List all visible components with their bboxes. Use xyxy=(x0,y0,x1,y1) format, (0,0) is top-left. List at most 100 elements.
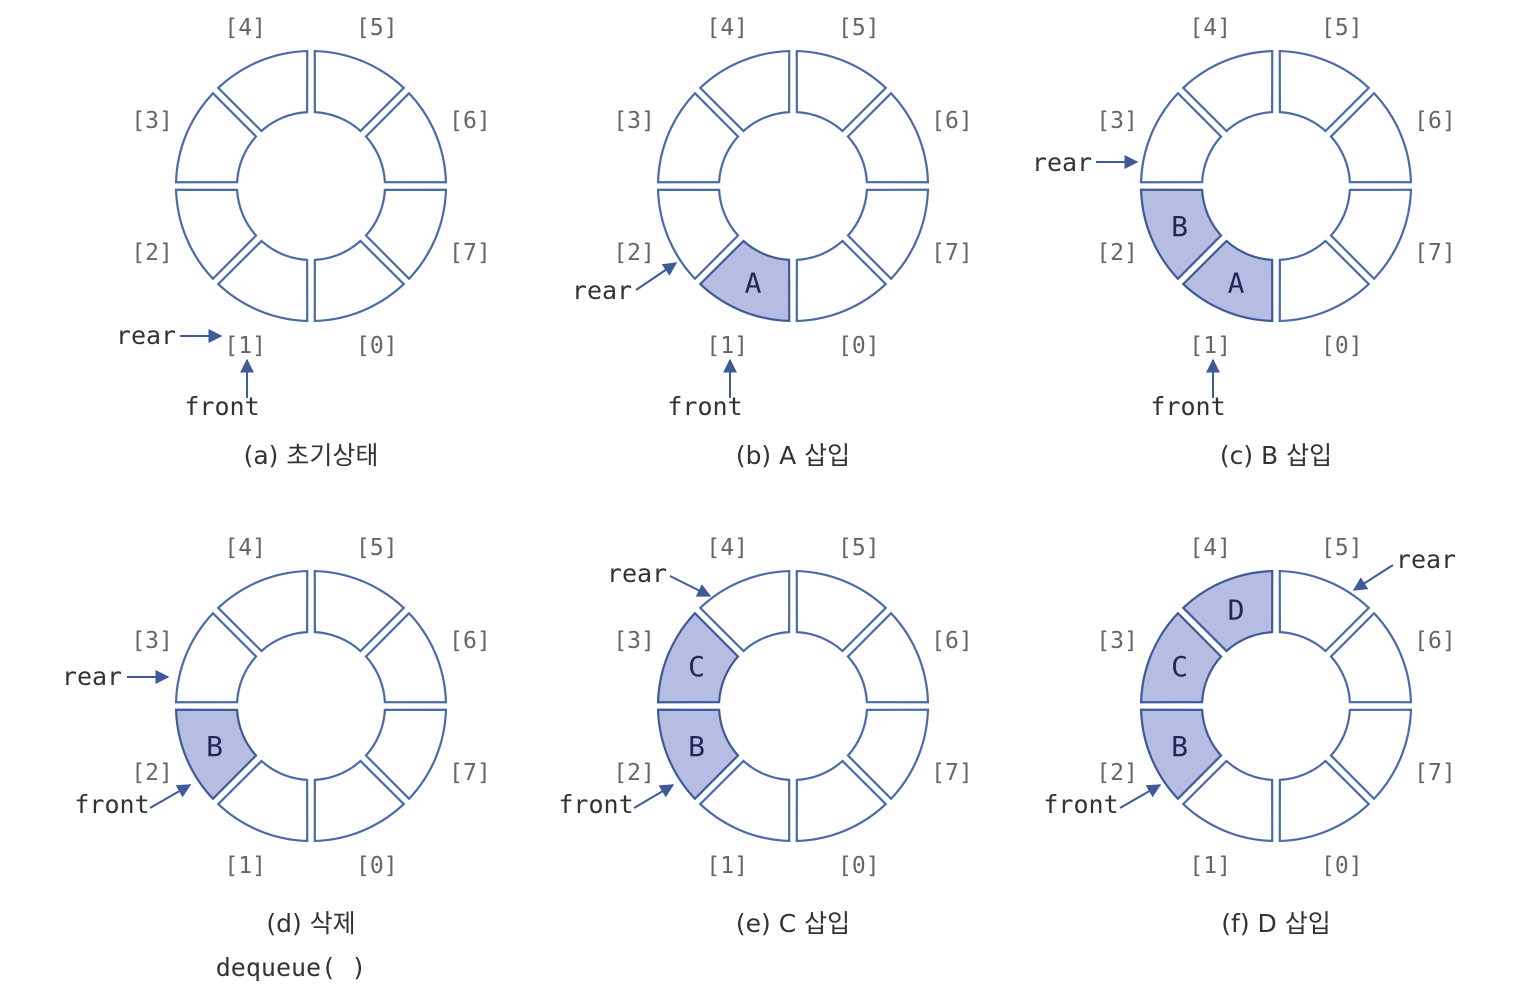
cell-value: B xyxy=(1171,730,1188,763)
rear-pointer-arrow xyxy=(1352,564,1394,591)
queue-cell-7 xyxy=(846,708,930,801)
cell-value: B xyxy=(1171,210,1188,243)
queue-cell-3 xyxy=(174,91,258,184)
queue-cell-7 xyxy=(846,188,930,281)
cell-index-label: [5] xyxy=(356,535,398,561)
front-pointer-label: front xyxy=(1043,790,1118,819)
queue-cell-2 xyxy=(1139,708,1223,801)
queue-cell-2 xyxy=(656,188,740,281)
cell-index-label: [7] xyxy=(931,760,973,786)
cell-index-label: [2] xyxy=(1096,240,1138,266)
queue-cell-0 xyxy=(795,239,888,323)
rear-pointer-arrow xyxy=(635,262,678,291)
cell-index-label: [4] xyxy=(224,535,266,561)
queue-cell-0 xyxy=(313,239,406,323)
cell-index-label: [3] xyxy=(1096,628,1138,654)
queue-cell-3 xyxy=(656,611,740,704)
queue-cell-2 xyxy=(656,708,740,801)
queue-cell-2 xyxy=(174,708,258,801)
cell-index-label: [2] xyxy=(131,240,173,266)
cell-index-label: [4] xyxy=(1189,15,1231,41)
queue-cell-4 xyxy=(698,49,791,133)
cell-index-label: [5] xyxy=(1321,535,1363,561)
cell-index-label: [6] xyxy=(449,628,491,654)
rear-pointer-label: rear xyxy=(572,276,632,305)
panel-caption: (f) D 삽입 xyxy=(1221,909,1330,938)
cell-index-label: [0] xyxy=(1321,853,1363,879)
queue-cell-7 xyxy=(364,708,448,801)
front-pointer-arrow xyxy=(149,784,192,809)
panel-caption: (d) 삭제 xyxy=(266,909,355,938)
queue-cell-5 xyxy=(795,49,888,133)
queue-cell-0 xyxy=(795,759,888,843)
operation-note: dequeue( ) xyxy=(216,953,367,982)
cell-value: B xyxy=(206,730,223,763)
queue-cell-7 xyxy=(1329,188,1413,281)
cell-index-label: [5] xyxy=(838,535,880,561)
queue-cell-0 xyxy=(313,759,406,843)
queue-cell-3 xyxy=(174,611,258,704)
queue-cell-7 xyxy=(364,188,448,281)
queue-cell-1 xyxy=(698,759,791,843)
cell-index-label: [1] xyxy=(706,333,748,359)
cell-index-label: [1] xyxy=(224,333,266,359)
cell-index-label: [0] xyxy=(838,853,880,879)
front-pointer-label: front xyxy=(184,392,259,421)
panel-caption: (a) 초기상태 xyxy=(244,441,379,470)
front-pointer-arrow xyxy=(1119,784,1162,809)
panel-caption: (e) C 삽입 xyxy=(736,909,850,938)
cell-index-label: [2] xyxy=(613,240,655,266)
front-pointer-label: front xyxy=(74,790,149,819)
cell-index-label: [4] xyxy=(706,15,748,41)
cell-index-label: [3] xyxy=(613,628,655,654)
queue-panel-e: B C [0] [1] [2] [3] [4] [5] [6] [7] front rear (e) C… xyxy=(558,535,972,938)
cell-index-label: [7] xyxy=(931,240,973,266)
rear-pointer-label: rear xyxy=(1032,148,1092,177)
queue-panel-a: [0] [1] [2] [3] [4] [5] [6] [7] front rear (a) 초기상… xyxy=(116,15,491,470)
queue-panel-c: A B [0] [1] [2] [3] [4] [5] [6] [7] front rear (c) B… xyxy=(1032,15,1456,470)
cell-index-label: [0] xyxy=(838,333,880,359)
queue-cell-3 xyxy=(1139,611,1223,704)
rear-pointer-arrow xyxy=(669,575,712,597)
cell-index-label: [2] xyxy=(131,760,173,786)
queue-cell-4 xyxy=(1181,569,1274,653)
cell-index-label: [6] xyxy=(1414,108,1456,134)
cell-index-label: [5] xyxy=(838,15,880,41)
cell-index-label: [5] xyxy=(356,15,398,41)
cell-index-label: [1] xyxy=(224,853,266,879)
queue-cell-6 xyxy=(1329,91,1413,184)
cell-index-label: [3] xyxy=(613,108,655,134)
queue-cell-6 xyxy=(846,611,930,704)
queue-cell-4 xyxy=(216,569,309,653)
front-pointer-arrow xyxy=(633,784,675,809)
rear-pointer-label: rear xyxy=(116,321,176,350)
queue-cell-1 xyxy=(1181,759,1274,843)
queue-cell-1 xyxy=(216,759,309,843)
cell-value: A xyxy=(1228,267,1245,300)
queue-cell-5 xyxy=(313,569,406,653)
rear-pointer-label: rear xyxy=(62,662,122,691)
cell-index-label: [5] xyxy=(1321,15,1363,41)
cell-value: B xyxy=(688,730,705,763)
queue-cell-6 xyxy=(364,611,448,704)
cell-index-label: [7] xyxy=(449,240,491,266)
cell-index-label: [2] xyxy=(613,760,655,786)
queue-cell-1 xyxy=(216,239,309,323)
rear-pointer-label: rear xyxy=(1396,545,1456,574)
queue-cell-4 xyxy=(216,49,309,133)
queue-cell-3 xyxy=(656,91,740,184)
queue-cell-1 xyxy=(1181,239,1274,323)
cell-index-label: [6] xyxy=(449,108,491,134)
cell-value: C xyxy=(688,650,705,683)
queue-cell-6 xyxy=(846,91,930,184)
queue-cell-5 xyxy=(313,49,406,133)
cell-index-label: [1] xyxy=(706,853,748,879)
cell-value: D xyxy=(1228,594,1245,627)
queue-cell-0 xyxy=(1278,239,1371,323)
queue-cell-3 xyxy=(1139,91,1223,184)
queue-panel-d: B [0] [1] [2] [3] [4] [5] [6] [7] front rear (d) 삭제… xyxy=(62,535,491,982)
front-pointer-label: front xyxy=(1150,392,1225,421)
cell-index-label: [3] xyxy=(1096,108,1138,134)
queue-cell-5 xyxy=(1278,569,1371,653)
queue-cell-2 xyxy=(174,188,258,281)
